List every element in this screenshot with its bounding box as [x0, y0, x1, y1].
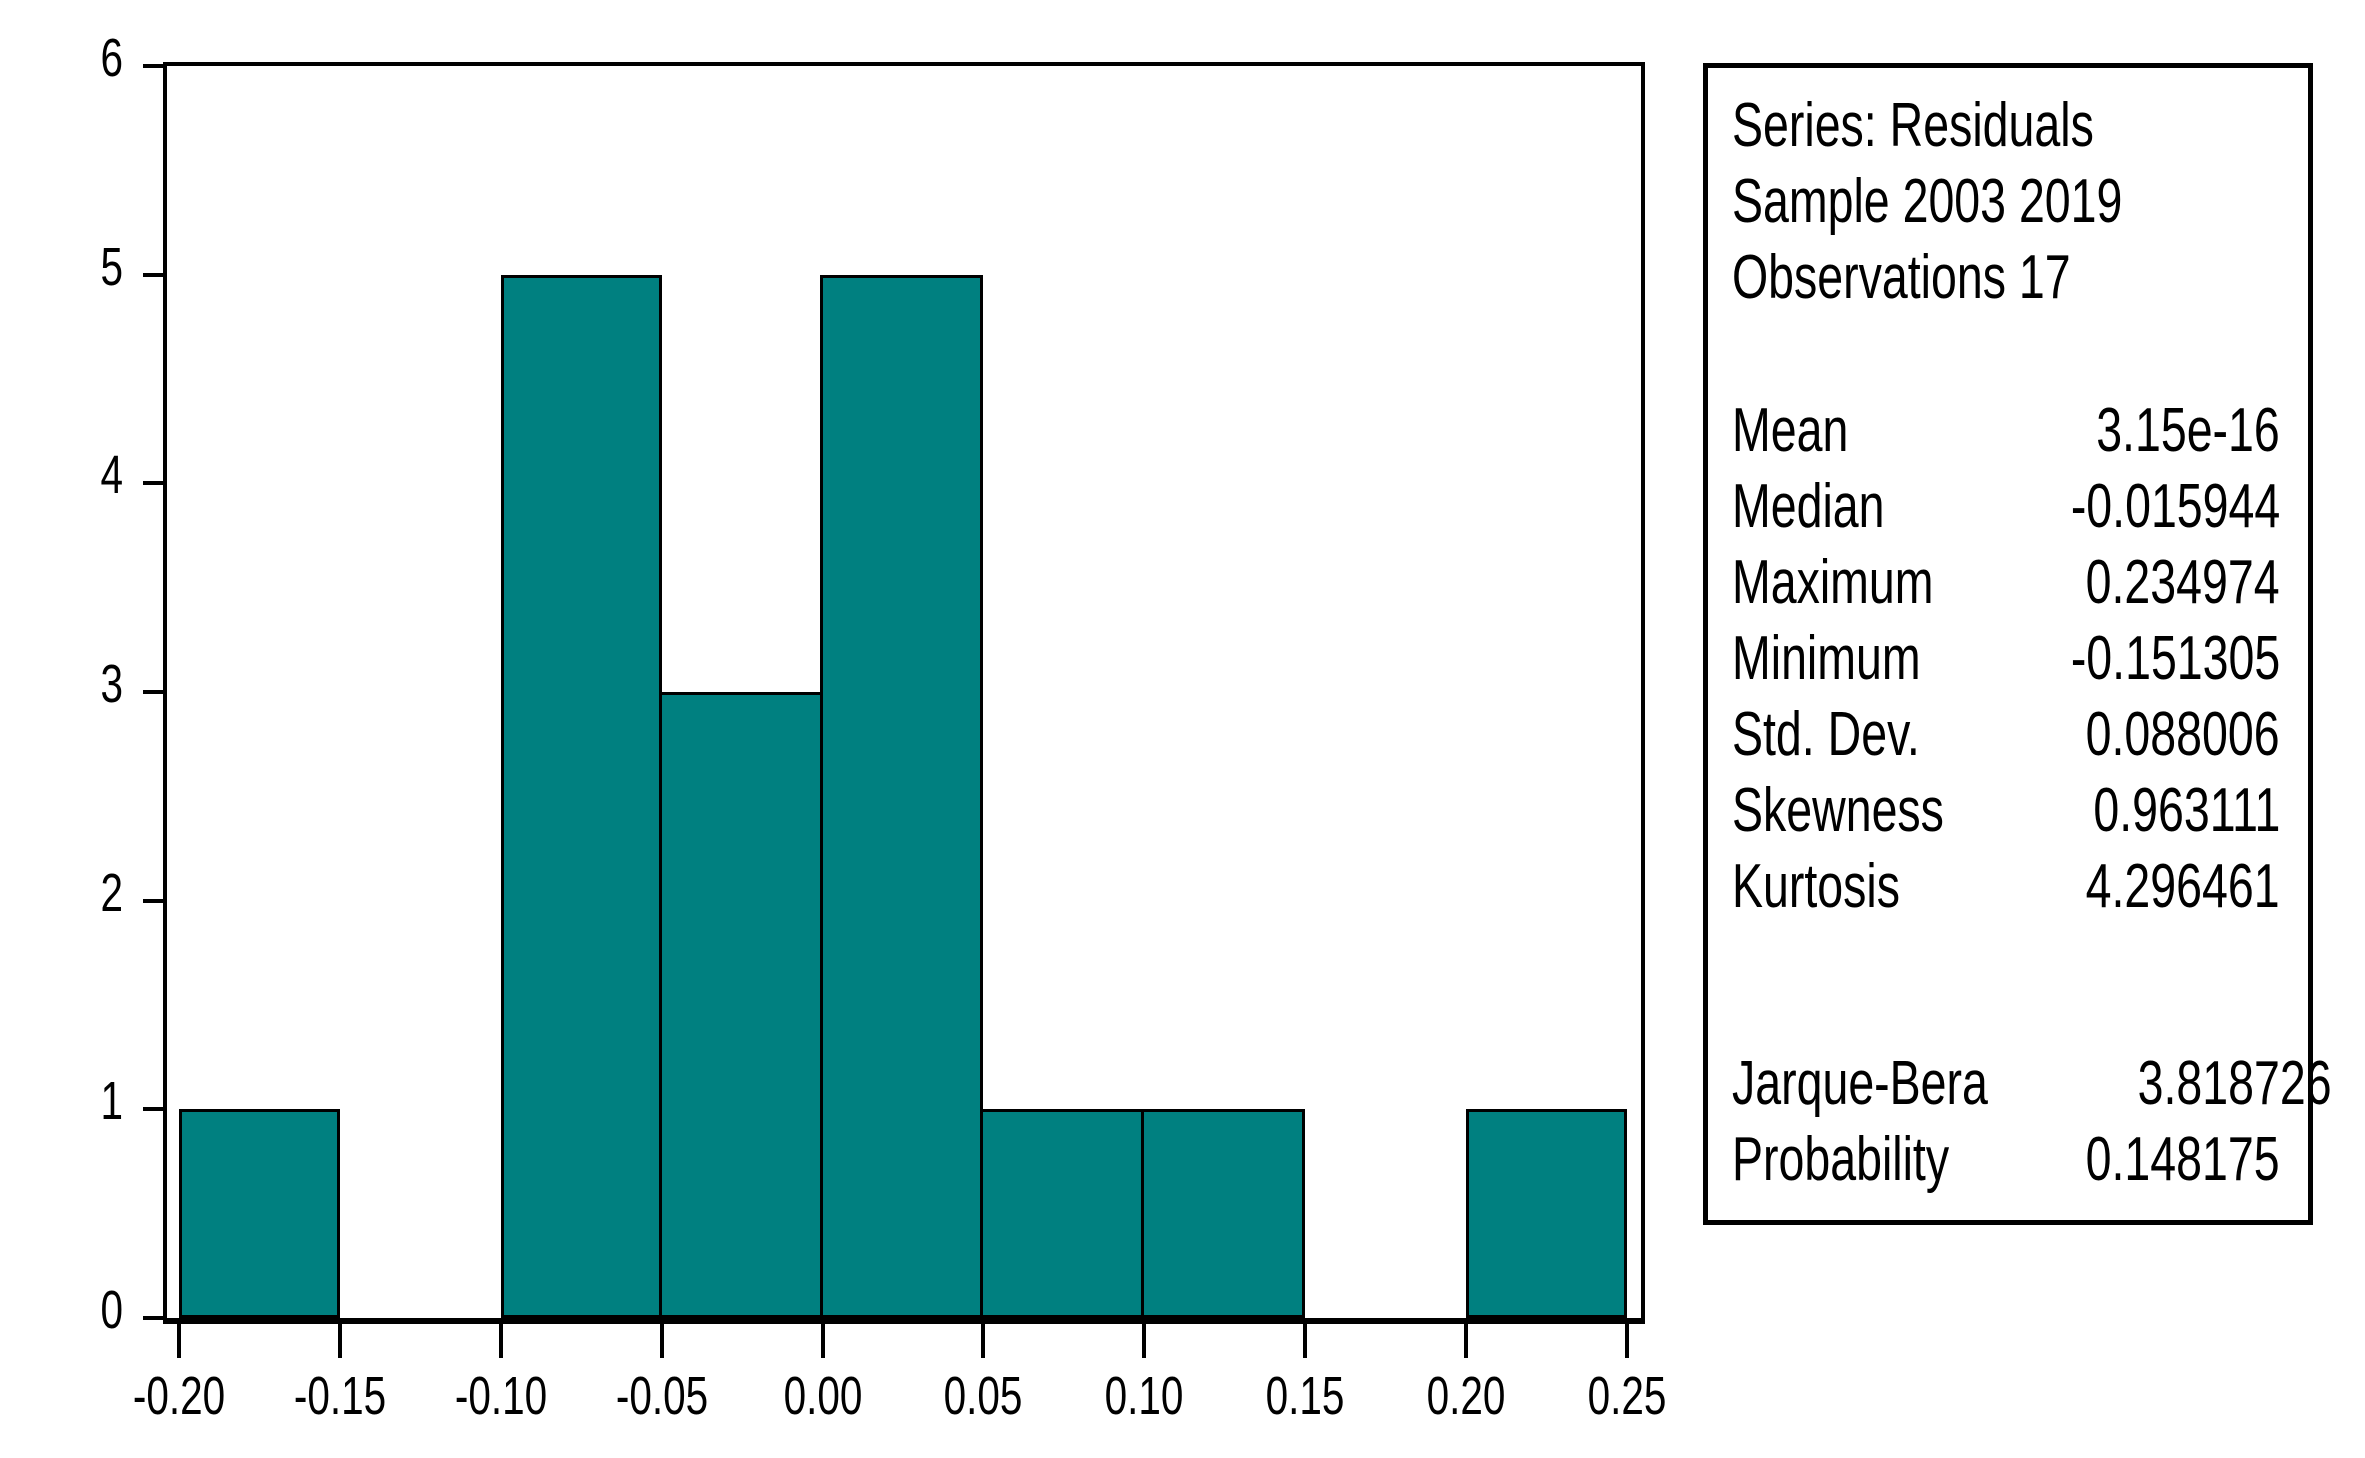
stat-row-mean: Mean 3.15e-16: [1732, 392, 2280, 468]
x-axis-tick-label: 0.10: [1104, 1366, 1184, 1426]
stats-spacer: [1732, 924, 2280, 1045]
histogram-bar: [1466, 1109, 1627, 1318]
x-axis-tick: [498, 1318, 503, 1358]
y-axis-tick-label: 2: [100, 862, 123, 923]
y-axis-tick: [143, 690, 163, 694]
stat-value: 3.818726: [2137, 1048, 2332, 1118]
stat-value: 4.296461: [2086, 851, 2280, 921]
stat-value: -0.151305: [2070, 623, 2280, 693]
stat-label: Minimum: [1732, 623, 1921, 693]
stat-value: 3.15e-16: [2096, 395, 2280, 465]
stat-label: Median: [1732, 471, 1885, 541]
stat-row-maximum: Maximum 0.234974: [1732, 544, 2280, 620]
stat-label: Mean: [1732, 395, 1849, 465]
histogram-bar: [819, 274, 984, 1318]
histogram-bar: [658, 692, 823, 1318]
x-axis-tick: [1303, 1318, 1308, 1358]
stat-value: 0.963111: [2092, 775, 2280, 845]
stat-row-jarque-bera: Jarque-Bera 3.818726: [1732, 1045, 2332, 1121]
stat-value: -0.015944: [2070, 471, 2280, 541]
y-axis-tick: [143, 272, 163, 277]
x-axis-tick: [981, 1318, 986, 1358]
stats-spacer: [1732, 316, 2280, 392]
stat-row-kurtosis: Kurtosis 4.296461: [1732, 848, 2280, 924]
x-axis-tick: [337, 1318, 342, 1358]
histogram-plot-area: -0.20 -0.15 -0.10 -0.05 0.00 0.05 0.10 0.15 0.20…: [100, 28, 1666, 1426]
stat-value: 0.234974: [2086, 547, 2280, 617]
x-axis-tick-label: 0.15: [1265, 1366, 1345, 1426]
histogram-bar: [179, 1109, 340, 1318]
stat-value: 0.088006: [2086, 699, 2280, 769]
y-axis-tick-label: 3: [100, 654, 123, 714]
y-axis-tick-label: 0: [100, 1280, 123, 1340]
x-axis-tick: [1142, 1318, 1147, 1358]
sample-range-line: Sample 2003 2019: [1732, 164, 2280, 240]
stat-label: Probability: [1732, 1124, 1950, 1194]
observations-text: Observations 17: [1732, 243, 2071, 312]
stat-label: Jarque-Bera: [1732, 1048, 1988, 1118]
histogram-bar: [980, 1109, 1145, 1318]
y-axis-tick-label: 4: [100, 445, 123, 506]
x-axis-tick-label: 0.00: [783, 1366, 862, 1426]
x-axis-tick-label: 0.25: [1587, 1366, 1667, 1426]
y-axis-tick: [143, 1316, 163, 1320]
y-axis-tick: [143, 64, 163, 68]
stat-row-skewness: Skewness 0.963111: [1732, 772, 2280, 848]
x-axis-tick-label: -0.05: [615, 1366, 708, 1426]
x-axis-tick: [177, 1318, 181, 1358]
y-axis-tick: [143, 898, 163, 903]
series-name-text: Series: Residuals: [1732, 91, 2094, 160]
y-axis-tick: [143, 1107, 163, 1112]
x-axis-tick-label: -0.20: [132, 1366, 226, 1426]
stat-label: Std. Dev.: [1732, 699, 1920, 769]
stat-label: Kurtosis: [1732, 851, 1900, 921]
y-axis-tick: [143, 481, 163, 486]
histogram-bar: [500, 274, 662, 1318]
stat-row-median: Median -0.015944: [1732, 468, 2280, 544]
y-axis-tick-label: 5: [100, 236, 123, 297]
x-axis-tick: [1625, 1318, 1629, 1358]
x-axis-tick-label: 0.05: [944, 1366, 1023, 1426]
stat-label: Skewness: [1732, 775, 1944, 845]
y-axis-tick-label: 6: [100, 28, 123, 88]
histogram-bar: [1141, 1109, 1306, 1318]
sample-range-text: Sample 2003 2019: [1732, 167, 2123, 236]
stat-row-std-dev: Std. Dev. 0.088006: [1732, 696, 2280, 772]
x-axis-tick-label: -0.15: [293, 1366, 387, 1426]
y-axis-tick-label: 1: [100, 1071, 123, 1132]
series-name-line: Series: Residuals: [1732, 88, 2280, 164]
observations-line: Observations 17: [1732, 240, 2280, 316]
summary-stats-panel: Series: Residuals Sample 2003 2019 Obser…: [1703, 63, 2332, 1225]
stat-label: Maximum: [1732, 547, 1934, 617]
stat-row-minimum: Minimum -0.151305: [1732, 620, 2280, 696]
stat-row-probability: Probability 0.148175: [1732, 1121, 2280, 1197]
x-axis-tick-label: -0.10: [454, 1366, 547, 1426]
x-axis-tick: [659, 1318, 664, 1358]
x-axis-tick: [1464, 1318, 1469, 1358]
x-axis-tick-label: 0.20: [1426, 1366, 1506, 1426]
stat-value: 0.148175: [2086, 1124, 2281, 1194]
x-axis-tick: [820, 1318, 825, 1358]
